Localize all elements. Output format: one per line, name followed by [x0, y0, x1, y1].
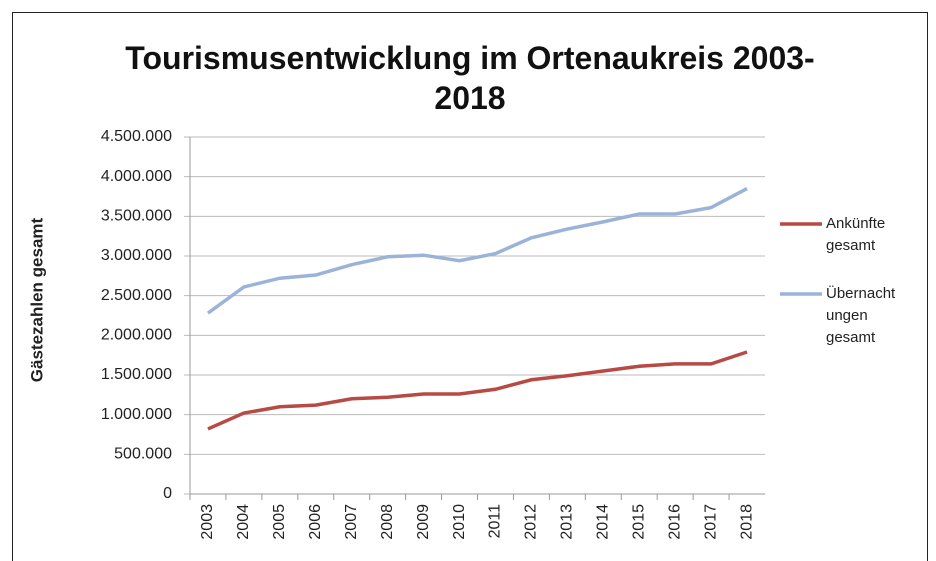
- x-tick-label: 2007: [343, 504, 360, 540]
- y-tick-label: 3.000.000: [101, 247, 172, 264]
- x-tick-label: 2015: [630, 504, 647, 540]
- x-tick-label: 2009: [415, 504, 432, 540]
- x-tick-label: 2010: [451, 504, 468, 540]
- x-tick-label: 2018: [738, 504, 755, 540]
- y-tick-label: 2.000.000: [101, 327, 172, 344]
- y-tick-label: 2.500.000: [101, 287, 172, 304]
- x-tick-label: 2014: [595, 504, 612, 540]
- x-tick-label: 2016: [666, 504, 683, 540]
- x-tick-label: 2012: [523, 504, 540, 540]
- y-tick-label: 4.000.000: [101, 168, 172, 185]
- x-tick-label: 2017: [702, 504, 719, 540]
- frame: [12, 12, 928, 561]
- x-tick-label: 2003: [199, 504, 216, 540]
- y-tick-label: 1.000.000: [101, 406, 172, 423]
- y-tick-label: 0: [163, 485, 172, 502]
- legend-label: Ankünfte gesamt: [826, 215, 886, 254]
- legend-label: Übernachtungen gesamt: [826, 285, 896, 346]
- y-axis-label: Gästezahlen gesamt: [27, 217, 46, 382]
- x-tick-label: 2006: [307, 504, 324, 540]
- y-tick-label: 1.500.000: [101, 366, 172, 383]
- x-tick-label: 2011: [487, 504, 504, 539]
- x-tick-label: 2004: [235, 504, 252, 540]
- y-tick-label: 3.500.000: [101, 208, 172, 225]
- x-tick-label: 2005: [271, 504, 288, 540]
- series-line: [207, 350, 748, 431]
- chart-title: Tourismusentwicklung im Ortenaukreis 200…: [125, 40, 815, 116]
- x-tick-label: 2008: [379, 504, 396, 540]
- series-line: [206, 187, 748, 315]
- y-tick-label: 500.000: [114, 446, 172, 463]
- y-tick-label: 4.500.000: [101, 128, 172, 145]
- x-tick-label: 2013: [559, 504, 576, 540]
